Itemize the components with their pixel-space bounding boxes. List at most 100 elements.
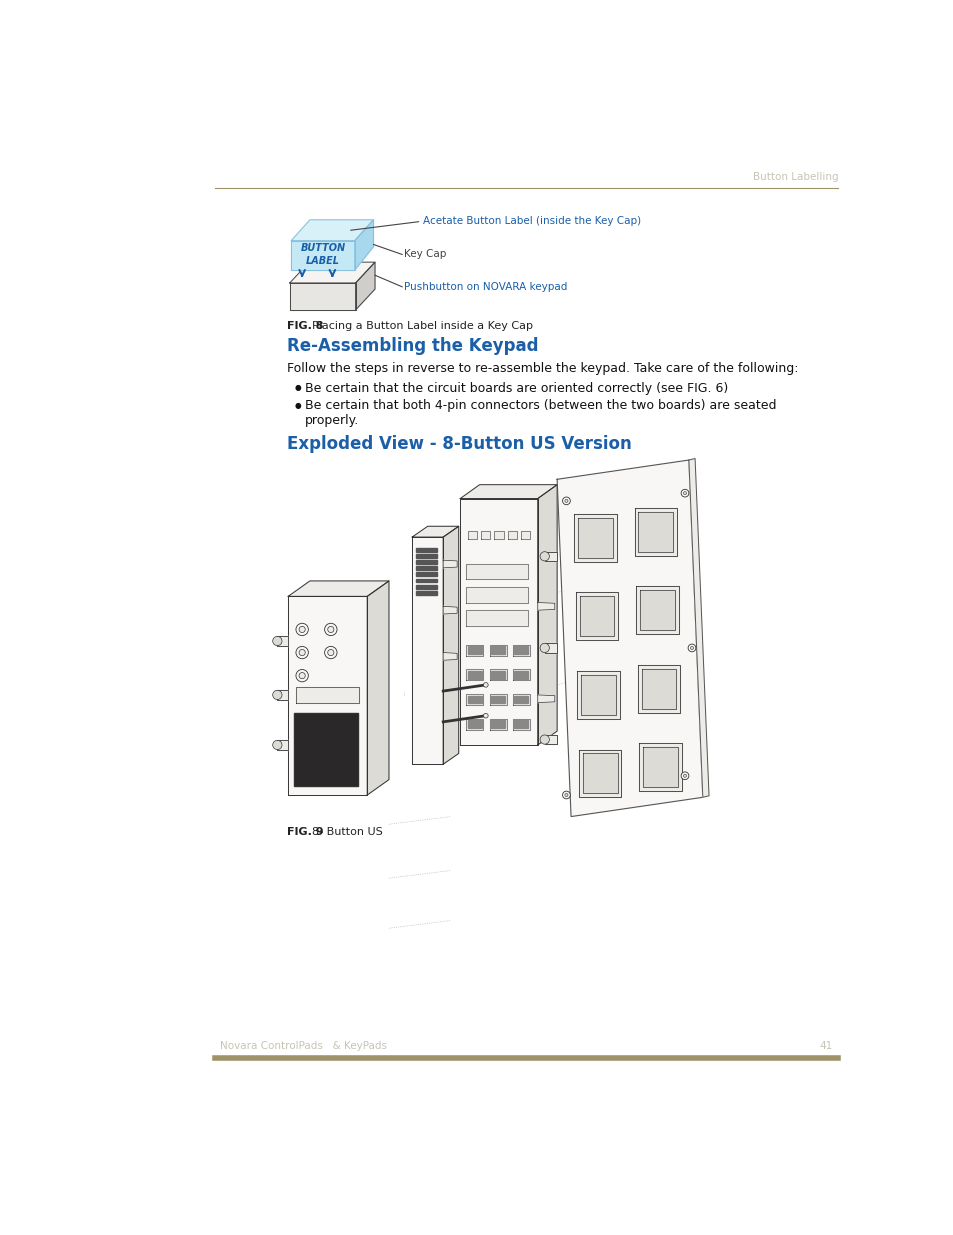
Circle shape (539, 735, 549, 745)
Text: Pushbutton on NOVARA keypad: Pushbutton on NOVARA keypad (403, 282, 566, 291)
Polygon shape (489, 719, 506, 730)
Polygon shape (468, 671, 481, 679)
Circle shape (273, 690, 282, 699)
Text: FIG. 9: FIG. 9 (286, 827, 323, 837)
Polygon shape (514, 646, 528, 655)
Polygon shape (466, 645, 483, 656)
Polygon shape (557, 461, 702, 816)
Polygon shape (577, 671, 619, 719)
Polygon shape (582, 753, 617, 793)
Circle shape (564, 793, 567, 797)
Polygon shape (491, 695, 505, 704)
Circle shape (483, 714, 488, 718)
Polygon shape (443, 561, 456, 568)
Polygon shape (416, 555, 436, 558)
Polygon shape (642, 747, 678, 787)
Text: Be certain that the circuit boards are oriented correctly (see FIG. 6): Be certain that the circuit boards are o… (305, 382, 728, 394)
Text: 8- Button US: 8- Button US (305, 827, 382, 837)
Polygon shape (480, 531, 490, 538)
Polygon shape (416, 579, 436, 583)
Polygon shape (580, 674, 616, 715)
Polygon shape (637, 664, 679, 713)
Polygon shape (638, 511, 673, 552)
Polygon shape (514, 695, 528, 704)
Polygon shape (412, 537, 443, 764)
Polygon shape (291, 241, 355, 270)
Circle shape (680, 489, 688, 496)
Polygon shape (544, 643, 557, 652)
Polygon shape (355, 262, 375, 310)
Polygon shape (291, 220, 373, 241)
Polygon shape (466, 610, 528, 626)
Text: Be certain that both 4-pin connectors (between the two boards) are seated
proper: Be certain that both 4-pin connectors (b… (305, 399, 776, 427)
Polygon shape (416, 561, 436, 564)
Polygon shape (443, 526, 458, 764)
Polygon shape (575, 593, 618, 640)
Polygon shape (574, 514, 617, 562)
Polygon shape (634, 508, 677, 556)
Text: Key Cap: Key Cap (403, 249, 446, 259)
Circle shape (328, 626, 334, 632)
Polygon shape (489, 669, 506, 680)
Circle shape (298, 650, 305, 656)
Circle shape (539, 643, 549, 652)
Circle shape (328, 650, 334, 656)
Polygon shape (459, 484, 557, 499)
Polygon shape (578, 517, 612, 558)
Polygon shape (466, 587, 528, 603)
Circle shape (682, 774, 686, 777)
Text: FIG. 8: FIG. 8 (286, 321, 323, 331)
Polygon shape (466, 719, 483, 730)
Polygon shape (544, 735, 557, 745)
Circle shape (324, 624, 336, 636)
Polygon shape (277, 690, 288, 699)
Polygon shape (290, 262, 375, 283)
Polygon shape (295, 687, 359, 703)
Polygon shape (416, 573, 436, 577)
Polygon shape (514, 720, 528, 727)
Circle shape (680, 772, 688, 779)
Polygon shape (507, 531, 517, 538)
Polygon shape (288, 597, 367, 795)
Polygon shape (468, 646, 481, 655)
Circle shape (539, 552, 549, 561)
Circle shape (298, 673, 305, 679)
Polygon shape (494, 531, 503, 538)
Polygon shape (491, 720, 505, 727)
Polygon shape (491, 646, 505, 655)
Polygon shape (489, 645, 506, 656)
Polygon shape (520, 531, 530, 538)
Polygon shape (688, 458, 708, 798)
Polygon shape (468, 695, 481, 704)
Polygon shape (639, 590, 674, 630)
Polygon shape (468, 531, 476, 538)
Polygon shape (489, 694, 506, 705)
Polygon shape (466, 564, 528, 579)
Text: ●: ● (294, 401, 300, 410)
Polygon shape (466, 694, 483, 705)
Polygon shape (537, 484, 557, 745)
Circle shape (273, 636, 282, 646)
Text: ●: ● (294, 383, 300, 391)
Circle shape (687, 645, 695, 652)
Circle shape (564, 499, 567, 503)
Polygon shape (466, 669, 483, 680)
Circle shape (562, 792, 570, 799)
Polygon shape (537, 695, 555, 703)
Text: Placing a Button Label inside a Key Cap: Placing a Button Label inside a Key Cap (305, 321, 533, 331)
Polygon shape (579, 597, 614, 636)
Polygon shape (468, 720, 481, 727)
Polygon shape (443, 652, 456, 661)
Circle shape (562, 496, 570, 505)
Polygon shape (277, 636, 288, 646)
Polygon shape (355, 220, 373, 270)
Polygon shape (288, 580, 389, 597)
Polygon shape (537, 603, 555, 610)
Text: Follow the steps in reverse to re-assemble the keypad. Take care of the followin: Follow the steps in reverse to re-assemb… (286, 362, 798, 375)
Text: Re-Assembling the Keypad: Re-Assembling the Keypad (286, 337, 537, 354)
Circle shape (295, 624, 308, 636)
Polygon shape (416, 548, 436, 552)
Circle shape (690, 646, 693, 650)
Polygon shape (513, 719, 530, 730)
Polygon shape (513, 669, 530, 680)
